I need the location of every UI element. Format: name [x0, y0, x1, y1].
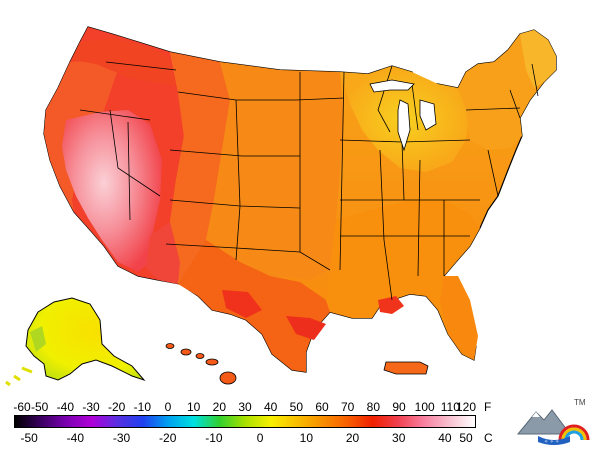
fahrenheit-tick-label: 120 — [455, 400, 477, 414]
celsius-scale: -50 -40 -30 -20 -10 0 10 20 30 40 50 — [14, 431, 476, 445]
lake-superior — [369, 79, 415, 93]
fahrenheit-tick-label: -30 — [82, 400, 100, 414]
fahrenheit-tick-label: 50 — [289, 400, 304, 414]
lake-michigan — [397, 99, 411, 152]
fahrenheit-tick-label: -50 — [30, 400, 49, 414]
southeast — [326, 200, 480, 360]
fahrenheit-tick-label: 70 — [340, 400, 355, 414]
celsius-tick-label: 50 — [459, 431, 473, 445]
celsius-tick-label: -40 — [66, 431, 84, 445]
fahrenheit-tick-label: -40 — [56, 400, 74, 414]
logo: ✧ ✧ ✧ — [516, 409, 590, 445]
celsius-tick-label: -30 — [112, 431, 131, 445]
alaska-green-west — [30, 326, 46, 352]
fahrenheit-tick-label: -10 — [133, 400, 151, 414]
svg-text:✧ ✧ ✧: ✧ ✧ ✧ — [544, 439, 559, 445]
logo-trademark: TM — [574, 398, 586, 407]
great-basin — [62, 110, 162, 272]
celsius-tick-label: -50 — [20, 431, 38, 445]
fahrenheit-tick-label: 20 — [212, 400, 227, 414]
fahrenheit-tick-label: 40 — [263, 400, 278, 414]
rainbow-icon — [558, 424, 590, 441]
fahrenheit-tick-label: 60 — [315, 400, 329, 414]
fahrenheit-tick-label: 0 — [164, 400, 172, 414]
alaska — [25, 297, 146, 382]
texas-coast — [286, 316, 326, 340]
celsius-tick-label: 10 — [299, 431, 314, 445]
gulf-coast-hot — [378, 296, 404, 314]
temperature-color-bar — [14, 415, 476, 428]
lake-huron — [419, 99, 437, 131]
pacific-nw — [72, 38, 176, 86]
puerto-rico — [383, 361, 429, 375]
southwest-red — [146, 222, 180, 284]
fahrenheit-unit: F — [484, 400, 492, 414]
fahrenheit-tick-label: 110 — [440, 400, 460, 414]
fahrenheit-tick-label: 10 — [186, 400, 201, 414]
celsius-tick-label: 30 — [392, 431, 406, 445]
hawaii — [165, 343, 237, 385]
celsius-tick-label: 40 — [438, 431, 452, 445]
fahrenheit-tick-label: -60 — [13, 400, 31, 414]
texas-core — [222, 290, 262, 318]
fahrenheit-tick-label: 90 — [392, 400, 406, 414]
state-borders — [79, 61, 539, 301]
fahrenheit-scale: -60 -50 -40 -30 -20 -10 0 10 20 30 40 50 60 70 80 90 100… — [13, 400, 477, 414]
fahrenheit-tick-label: 100 — [414, 400, 435, 414]
fahrenheit-tick-label: 30 — [238, 400, 252, 414]
celsius-tick-label: -20 — [159, 431, 177, 445]
celsius-tick-label: 20 — [345, 431, 360, 445]
fahrenheit-tick-label: 80 — [366, 400, 381, 414]
plains — [206, 62, 344, 280]
aleutian-islands — [5, 366, 33, 387]
celsius-unit: C — [484, 431, 493, 445]
celsius-tick-label: 0 — [256, 431, 264, 445]
florida-peninsula — [440, 276, 478, 360]
celsius-tick-label: -10 — [205, 431, 223, 445]
fahrenheit-tick-label: -20 — [107, 400, 126, 414]
mountain-zone — [168, 52, 230, 284]
maine — [520, 30, 556, 88]
